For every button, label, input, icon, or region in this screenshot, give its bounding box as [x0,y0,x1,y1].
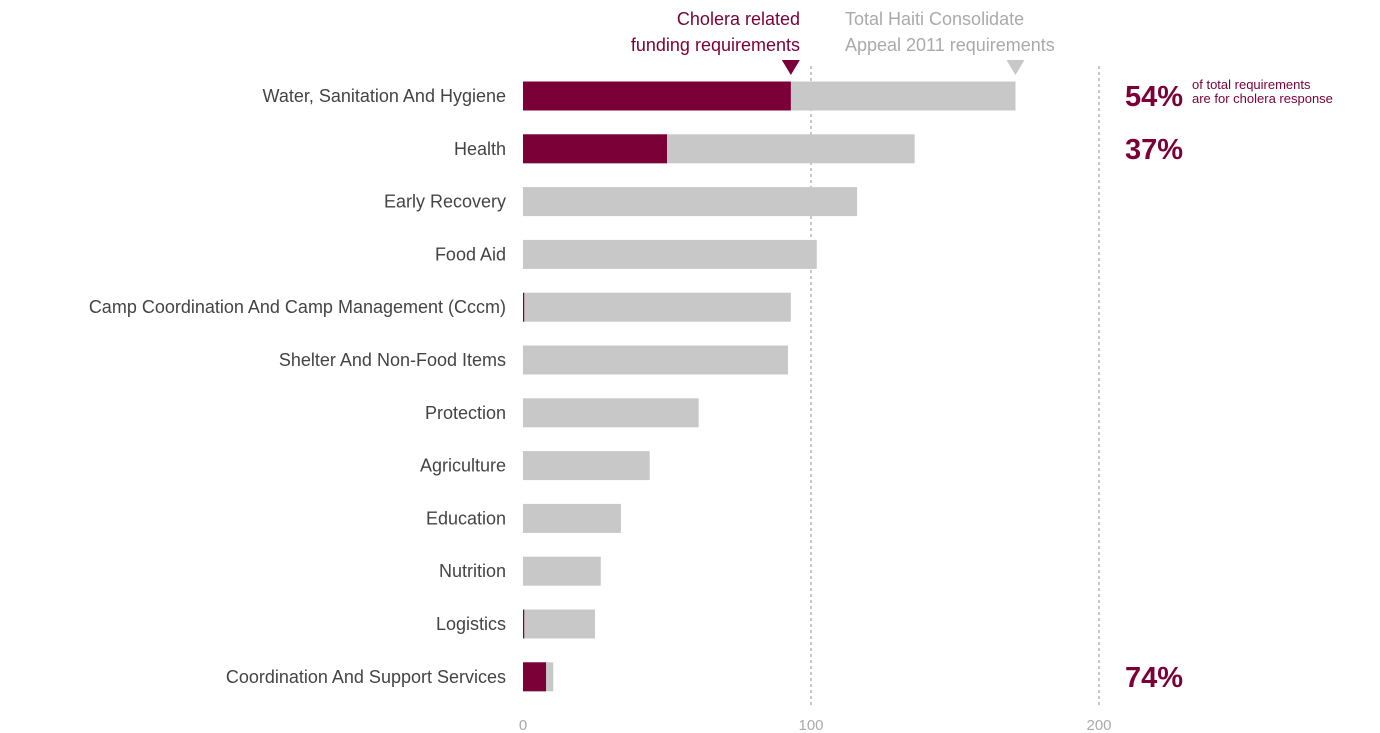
bar-total-5 [523,345,788,375]
percent-label-1: 37% [1125,134,1183,166]
legend-cholera: Cholera related funding requirements [631,9,800,75]
bar-total-3 [523,239,817,269]
percent-note-line-1: of total requirements [1192,77,1311,92]
category-label-6: Protection [425,403,506,423]
category-label-0: Water, Sanitation And Hygiene [263,86,506,106]
legend-total-line-1: Total Haiti Consolidate [845,9,1024,29]
category-label-5: Shelter And Non-Food Items [279,350,506,370]
bar-total-4 [523,292,791,322]
category-label-3: Food Aid [435,244,506,264]
tick-label-0: 0 [519,717,527,733]
category-label-1: Health [454,139,506,159]
legend-total-marker [1006,60,1025,75]
bar-total-8 [523,503,621,533]
tick-label-200: 200 [1086,717,1111,733]
category-label-7: Agriculture [420,456,506,476]
bar-total-9 [523,556,601,586]
percent-label-0: 54% [1125,81,1183,113]
gridlines [810,66,1100,705]
bar-cholera-4 [523,292,525,322]
bar-cholera-10 [523,609,525,639]
category-label-11: Coordination And Support Services [226,667,506,687]
tick-label-100: 100 [798,717,823,733]
category-labels: Water, Sanitation And Hygiene Health Early… [89,86,506,687]
legend-cholera-line-1: Cholera related [677,9,800,29]
legend-total: Total Haiti Consolidate Appeal 2011 requ… [845,9,1055,75]
x-axis-ticks: 0 100 200 [519,717,1112,733]
percent-note-line-2: are for cholera response [1192,91,1333,106]
category-label-9: Nutrition [439,561,506,581]
category-label-4: Camp Coordination And Camp Management (C… [89,297,506,317]
category-label-8: Education [426,508,506,528]
bar-total-2 [523,187,858,217]
bar-cholera-11 [523,662,547,692]
bar-total-10 [523,609,595,639]
bar-cholera-0 [523,81,791,111]
legend-cholera-marker [781,60,800,75]
category-label-10: Logistics [436,614,506,634]
bar-total-6 [523,398,699,428]
category-label-2: Early Recovery [384,192,506,212]
bar-cholera-1 [523,134,667,164]
bar-total-7 [523,451,650,481]
legend-cholera-line-2: funding requirements [631,35,800,55]
percent-label-11: 74% [1125,662,1183,694]
bars [523,81,1016,692]
legend-total-line-2: Appeal 2011 requirements [845,35,1055,55]
